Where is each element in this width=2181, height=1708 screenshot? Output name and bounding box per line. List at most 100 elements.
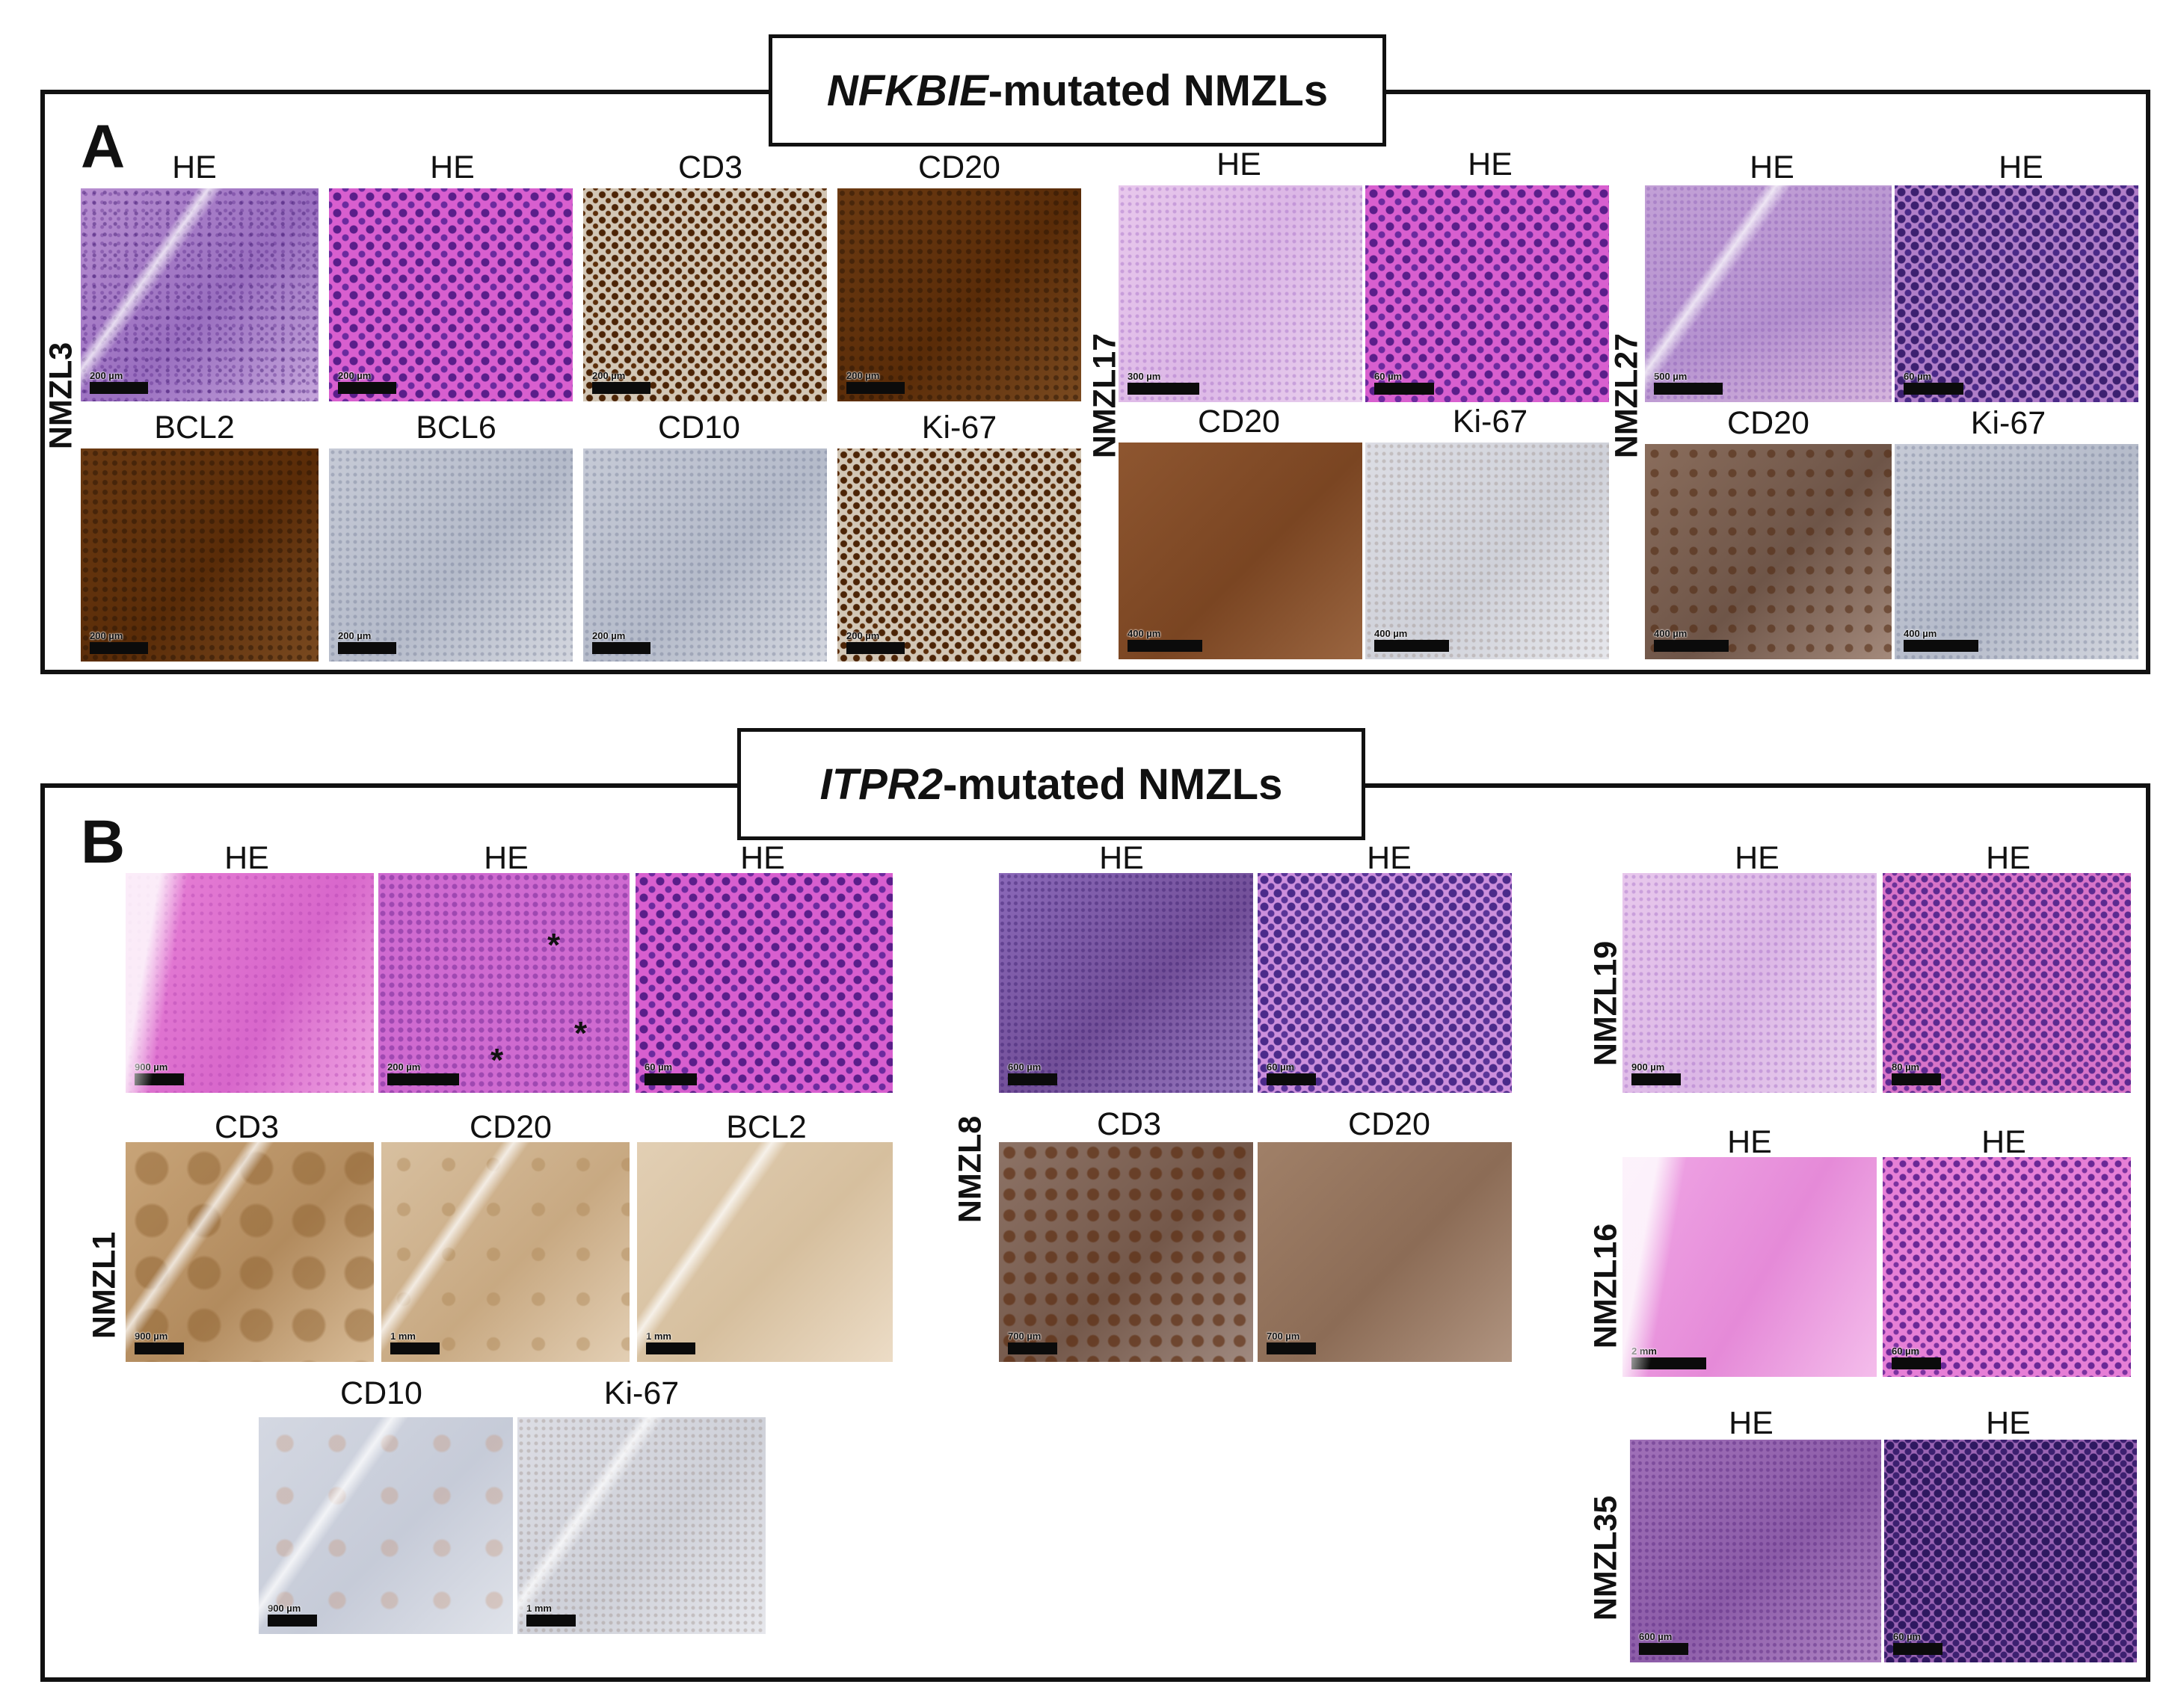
tissue-texture <box>1630 1440 1881 1662</box>
scale-bar: 200 µm <box>592 630 650 654</box>
panel-a-title-suffix: -mutated NMZLs <box>988 66 1329 115</box>
scale-bar-label: 600 µm <box>1008 1061 1042 1073</box>
tissue-texture <box>1895 444 2138 659</box>
case-label-nmzl16: NMZL16 <box>1587 1223 1624 1349</box>
scale-bar-line <box>268 1615 317 1627</box>
panel-b-title: ITPR2 -mutated NMZLs <box>737 728 1365 840</box>
stain-label: CD3 <box>677 149 743 185</box>
stain-label: CD20 <box>918 149 1000 185</box>
scale-bar-label: 80 µm <box>1892 1061 1920 1073</box>
tissue-texture <box>1883 1157 2131 1377</box>
stain-label: HE <box>1981 1124 2026 1160</box>
stain-label: HE <box>1367 840 1412 876</box>
scale-bar-line <box>592 642 650 654</box>
stain-label: Ki-67 <box>603 1375 680 1411</box>
panel-a-title: NFKBIE -mutated NMZLs <box>769 34 1386 147</box>
scale-bar-line <box>1128 640 1202 652</box>
scale-bar-label: 400 µm <box>1374 628 1408 639</box>
micrograph-nmzl27-he-high: 60 µm <box>1895 185 2138 402</box>
tissue-texture <box>381 1142 630 1362</box>
scale-bar-label: 200 µm <box>338 630 372 641</box>
micrograph-nmzl17-he-low: 300 µm <box>1119 185 1362 402</box>
scale-bar-line <box>1267 1073 1316 1085</box>
scale-bar: 900 µm <box>135 1331 184 1354</box>
tissue-texture <box>583 448 827 662</box>
scale-bar-line <box>1892 1073 1941 1085</box>
scale-bar-line <box>1374 383 1434 395</box>
scale-bar-label: 60 µm <box>645 1061 673 1073</box>
scale-bar: 60 µm <box>1893 1631 1942 1655</box>
tissue-texture <box>837 188 1081 401</box>
scale-bar-label: 200 µm <box>846 370 880 381</box>
stain-label: HE <box>1986 840 2031 876</box>
scale-bar-line <box>1654 383 1723 395</box>
micrograph-nmzl1-he-mid: * * * 200 µm <box>378 873 630 1093</box>
scale-bar-line <box>390 1342 440 1354</box>
stain-label: HE <box>1727 1124 1772 1160</box>
scale-bar-line <box>1128 383 1199 395</box>
scale-bar: 200 µm <box>592 370 650 394</box>
micrograph-nmzl3-he-high: 200 µm <box>329 188 573 401</box>
scale-bar-line <box>1267 1342 1316 1354</box>
tissue-texture <box>1645 444 1892 659</box>
tissue-texture <box>329 448 573 662</box>
tissue-texture <box>637 1142 893 1362</box>
micrograph-nmzl3-he-low: 200 µm <box>81 188 319 401</box>
stain-label: HE <box>740 840 785 876</box>
scale-bar: 300 µm <box>1128 371 1199 395</box>
germinal-center-asterisk: * <box>490 1042 504 1079</box>
tissue-texture <box>1365 185 1609 402</box>
scale-bar: 1 mm <box>646 1331 695 1354</box>
scale-bar: 200 µm <box>846 370 905 394</box>
tissue-texture <box>126 873 374 1093</box>
scale-bar: 600 µm <box>1639 1631 1688 1655</box>
tissue-texture <box>1895 185 2138 402</box>
scale-bar: 500 µm <box>1654 371 1723 395</box>
stain-label: CD20 <box>1727 405 1809 441</box>
micrograph-nmzl1-bcl2: 1 mm <box>637 1142 893 1362</box>
tissue-texture <box>583 188 827 401</box>
case-label-nmzl1: NMZL1 <box>86 1231 123 1339</box>
micrograph-nmzl35-he-high: 60 µm <box>1884 1440 2137 1662</box>
stain-label: HE <box>1999 149 2043 185</box>
scale-bar-label: 600 µm <box>1639 1631 1673 1642</box>
scale-bar: 700 µm <box>1267 1331 1316 1354</box>
scale-bar-label: 60 µm <box>1267 1061 1295 1073</box>
scale-bar: 200 µm <box>387 1061 459 1085</box>
stain-label: CD20 <box>1348 1106 1430 1142</box>
tissue-texture <box>1883 873 2131 1093</box>
scale-bar-label: 60 µm <box>1892 1345 1920 1357</box>
scale-bar: 200 µm <box>338 370 396 394</box>
tissue-texture <box>1884 1440 2137 1662</box>
stain-label: HE <box>1216 147 1261 182</box>
scale-bar: 1 mm <box>390 1331 440 1354</box>
scale-bar: 60 µm <box>1374 371 1434 395</box>
scale-bar-label: 900 µm <box>135 1061 168 1073</box>
micrograph-nmzl17-cd20: 400 µm <box>1119 443 1362 659</box>
micrograph-nmzl8-cd20: 700 µm <box>1258 1142 1512 1362</box>
tissue-texture <box>1258 1142 1512 1362</box>
stain-label: BCL2 <box>726 1109 807 1145</box>
germinal-center-asterisk: * <box>547 927 561 964</box>
case-label-nmzl3: NMZL3 <box>43 342 79 450</box>
micrograph-nmzl19-he-high: 80 µm <box>1883 873 2131 1093</box>
micrograph-nmzl3-bcl6: 200 µm <box>329 448 573 662</box>
scale-bar-line <box>1904 640 1978 652</box>
micrograph-nmzl1-cd10: 900 µm <box>259 1417 513 1634</box>
scale-bar-line <box>846 642 905 654</box>
scale-bar: 900 µm <box>135 1061 184 1085</box>
stain-label: Ki-67 <box>1970 405 2046 441</box>
scale-bar-label: 400 µm <box>1128 628 1161 639</box>
scale-bar-label: 900 µm <box>135 1331 168 1342</box>
scale-bar-line <box>1631 1357 1706 1369</box>
scale-bar-label: 1 mm <box>526 1603 552 1614</box>
scale-bar-line <box>1374 640 1449 652</box>
case-label-nmzl35: NMZL35 <box>1587 1495 1624 1621</box>
stain-label: CD10 <box>340 1375 422 1411</box>
stain-label: CD20 <box>470 1109 552 1145</box>
micrograph-nmzl8-he-high: 60 µm <box>1258 873 1512 1093</box>
scale-bar-line <box>90 382 148 394</box>
scale-bar-line <box>387 1073 459 1085</box>
tissue-texture <box>81 448 319 662</box>
scale-bar-label: 60 µm <box>1893 1631 1922 1642</box>
